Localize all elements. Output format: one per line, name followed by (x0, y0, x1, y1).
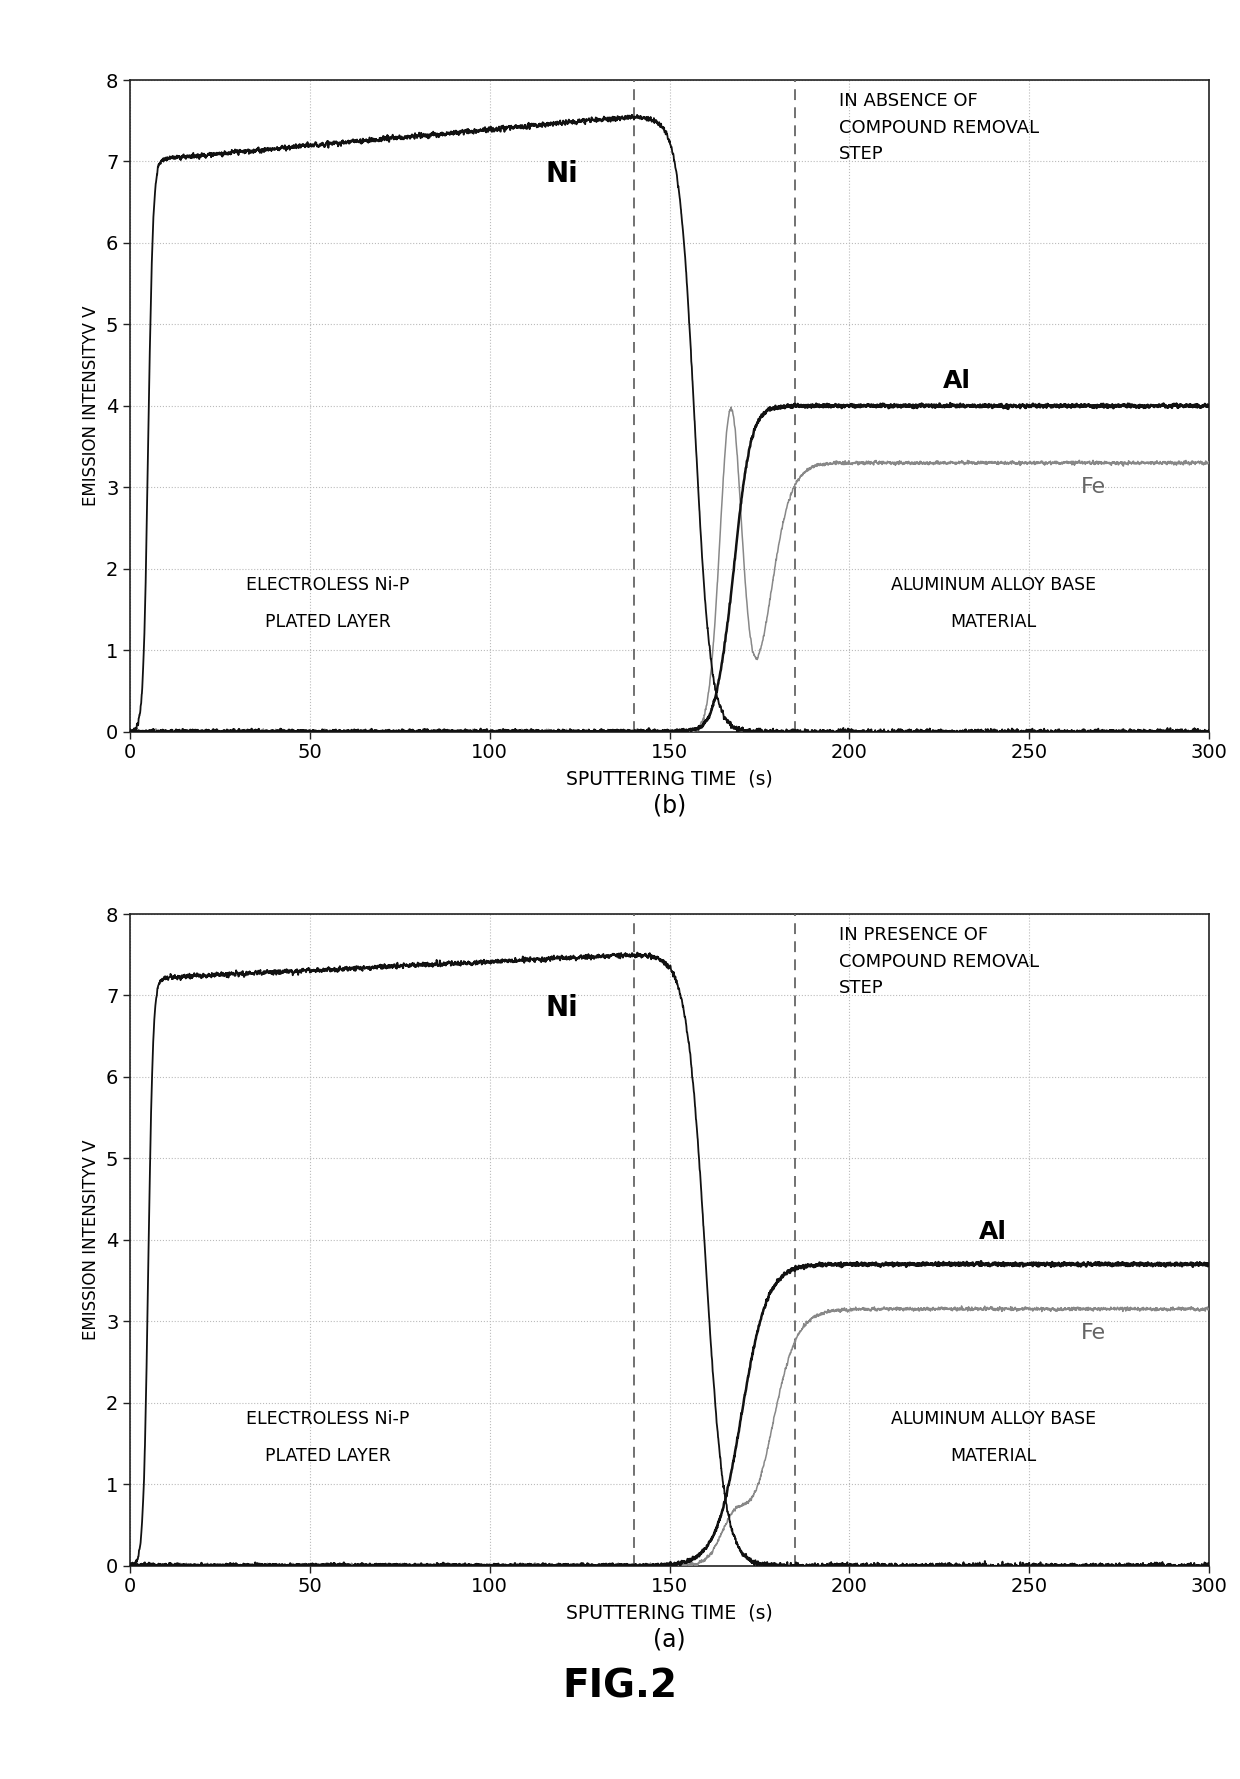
Text: (b): (b) (653, 793, 686, 818)
Text: ELECTROLESS Ni-P: ELECTROLESS Ni-P (247, 1411, 409, 1429)
Text: ELECTROLESS Ni-P: ELECTROLESS Ni-P (247, 576, 409, 594)
Text: ALUMINUM ALLOY BASE: ALUMINUM ALLOY BASE (890, 576, 1096, 594)
Text: IN ABSENCE OF
COMPOUND REMOVAL
STEP: IN ABSENCE OF COMPOUND REMOVAL STEP (838, 93, 1039, 164)
Text: FIG.2: FIG.2 (563, 1667, 677, 1706)
X-axis label: SPUTTERING TIME  (s): SPUTTERING TIME (s) (567, 1603, 773, 1622)
Text: ALUMINUM ALLOY BASE: ALUMINUM ALLOY BASE (890, 1411, 1096, 1429)
Text: Al: Al (980, 1220, 1007, 1244)
Text: MATERIAL: MATERIAL (950, 612, 1037, 630)
Text: Fe: Fe (1081, 477, 1106, 498)
Text: Fe: Fe (1081, 1324, 1106, 1343)
Text: PLATED LAYER: PLATED LAYER (265, 1446, 391, 1464)
Text: Al: Al (944, 370, 971, 393)
Y-axis label: EMISSION INTENSITYV V: EMISSION INTENSITYV V (82, 306, 100, 505)
Text: Ni: Ni (546, 994, 578, 1021)
X-axis label: SPUTTERING TIME  (s): SPUTTERING TIME (s) (567, 769, 773, 788)
Text: PLATED LAYER: PLATED LAYER (265, 612, 391, 630)
Text: (a): (a) (653, 1628, 686, 1651)
Text: Ni: Ni (546, 160, 578, 189)
Y-axis label: EMISSION INTENSITYV V: EMISSION INTENSITYV V (82, 1140, 100, 1340)
Text: MATERIAL: MATERIAL (950, 1446, 1037, 1464)
Text: IN PRESENCE OF
COMPOUND REMOVAL
STEP: IN PRESENCE OF COMPOUND REMOVAL STEP (838, 927, 1039, 996)
